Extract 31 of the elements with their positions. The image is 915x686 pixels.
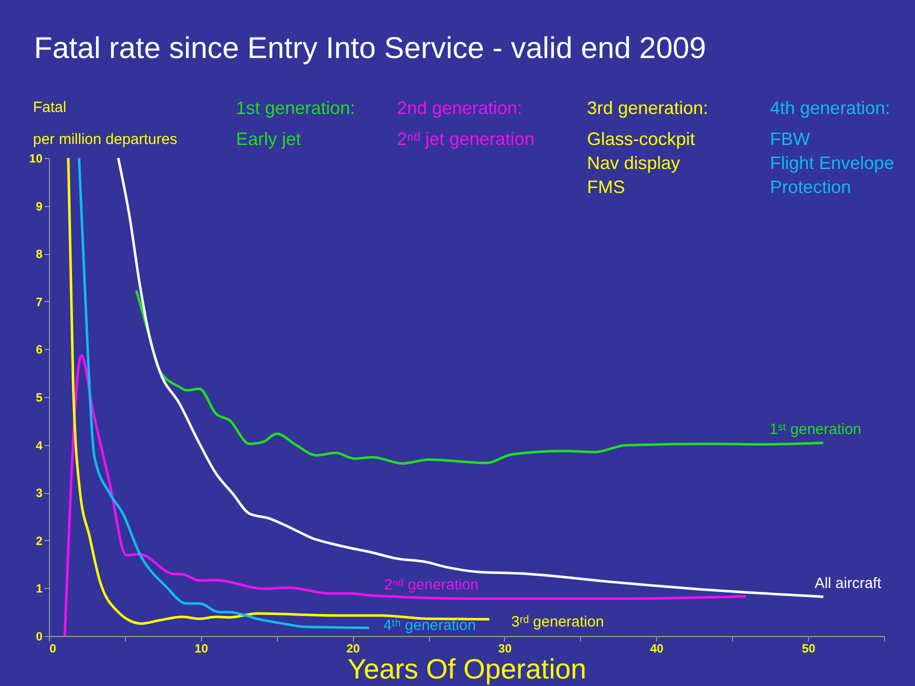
x-tick-label: 30 bbox=[498, 642, 512, 656]
y-tick-label: 10 bbox=[29, 152, 43, 166]
y-tick-label: 8 bbox=[36, 247, 43, 262]
x-tick-label: 10 bbox=[194, 642, 208, 656]
y-tick-label: 7 bbox=[36, 294, 43, 309]
x-tick-label: 50 bbox=[802, 642, 816, 656]
series-label: 3ʳᵈ generation bbox=[511, 613, 604, 630]
y-tick-label: 0 bbox=[36, 630, 43, 644]
x-tick-label: 40 bbox=[650, 642, 664, 656]
text: 1st generation: Early jet bbox=[236, 98, 356, 149]
series-label: 4ᵗʰ generation bbox=[383, 616, 476, 634]
y-tick-label: 1 bbox=[36, 582, 43, 596]
line-series bbox=[78, 156, 371, 630]
x-tick-label: 20 bbox=[346, 642, 360, 656]
y-tick-label: 9 bbox=[36, 199, 43, 214]
y-tick-label: 3 bbox=[36, 486, 43, 500]
series-label: 1ˢᵗ generation bbox=[769, 420, 862, 438]
text: 2nd generation: 2ⁿᵈ jet generation bbox=[397, 98, 534, 149]
chart-title: Fatal rate since Entry Into Service - valid end 2009 bbox=[34, 32, 706, 65]
y-axis-title: Fatal per million departures bbox=[33, 99, 178, 148]
line-series bbox=[64, 354, 748, 638]
annotation: 3rd generation: Glass-cockpit Nav display FMS bbox=[587, 98, 708, 197]
x-tick-label: 0 bbox=[50, 642, 56, 656]
y-tick-label: 2 bbox=[36, 534, 43, 548]
annotation: 4th generation: FBW Flight Envelope Protection bbox=[770, 98, 894, 197]
series-label: 2ⁿᵈ generation bbox=[384, 576, 479, 594]
y-tick-label: 5 bbox=[36, 390, 43, 404]
x-axis-title: Years Of Operation bbox=[348, 654, 586, 684]
y-tick-label: 4 bbox=[36, 438, 43, 452]
series-label: All aircraft bbox=[814, 574, 882, 592]
y-tick-label: 6 bbox=[36, 342, 43, 357]
